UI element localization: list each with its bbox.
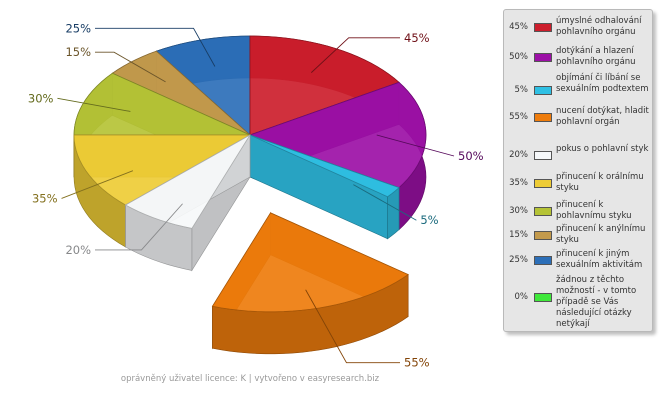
label-leader-line	[95, 27, 216, 67]
slice-percent-label: 5%	[420, 213, 438, 227]
legend-label: přinucení k pohlavnímu styku	[556, 200, 632, 221]
slice-top	[248, 81, 427, 189]
slice-top	[73, 134, 252, 206]
legend-percent: 0%	[514, 292, 529, 302]
label-leader-line	[310, 37, 400, 73]
legend-percent: 20%	[509, 150, 528, 160]
slice-percent-label: 30%	[28, 91, 54, 105]
slice-percent-label: 50%	[458, 149, 484, 163]
legend-percent: 30%	[509, 206, 528, 216]
label-leader-line	[95, 51, 166, 83]
label-leader-line	[353, 184, 417, 221]
slice-top	[111, 50, 251, 136]
pie-slice	[124, 133, 251, 272]
legend-swatch	[534, 256, 552, 265]
slice-top	[124, 134, 251, 229]
label-leader-line	[305, 289, 400, 364]
label-leader-line	[61, 170, 134, 199]
legend-swatch	[534, 151, 552, 160]
legend-swatch	[534, 231, 552, 240]
legend-swatch	[534, 23, 552, 32]
legend-percent: 55%	[509, 112, 528, 122]
pie-slice	[249, 134, 400, 240]
legend: 45% úmyslné odhalování pohlavního orgánu 5…	[503, 9, 653, 332]
legend-percent: 15%	[509, 230, 528, 240]
legend-label: objímání či líbání se sexuálním podtexte…	[556, 73, 649, 94]
slice-top	[211, 212, 409, 313]
pie-slice	[211, 211, 409, 355]
slice-percent-label: 15%	[65, 45, 91, 59]
legend-percent: 45%	[509, 22, 528, 32]
slice-percent-label: 20%	[65, 243, 91, 257]
legend-swatch	[534, 179, 552, 188]
legend-label: dotýkání a hlazení pohlavního orgánu	[556, 46, 636, 67]
legend-percent: 50%	[509, 52, 528, 62]
legend-label: úmyslné odhalování pohlavního orgánu	[556, 16, 642, 37]
footer-credit: oprávněný uživatel licence: K | vytvořen…	[120, 374, 380, 384]
slice-top	[249, 35, 400, 136]
slice-percent-label: 55%	[404, 356, 430, 370]
slice-percent-label: 25%	[65, 21, 91, 35]
legend-label: pokus o pohlavní styk	[556, 144, 649, 154]
legend-label: přinucení k anýlnímu styku	[556, 224, 646, 245]
slice-top	[73, 72, 251, 136]
legend-swatch	[534, 53, 552, 62]
pie-labels: 45% 50% 5% 55% 20% 35% 30% 15% 25%	[28, 21, 484, 369]
legend-swatch	[534, 207, 552, 216]
legend-label: nucení dotýkat, hladit pohlavní orgán	[556, 106, 649, 127]
legend-percent: 5%	[514, 84, 529, 95]
legend-label: žádnou z těchto možností - v tomto přípa…	[556, 275, 637, 329]
legend-swatch	[534, 85, 552, 95]
slice-percent-label: 35%	[32, 191, 58, 205]
legend-label: přinucení k jiným sexuálním aktivitám	[556, 249, 643, 270]
slice-top	[155, 35, 251, 136]
legend-label: přinucení k orálnímu styku	[556, 172, 644, 193]
legend-percent: 25%	[509, 255, 528, 265]
slice-percent-label: 45%	[404, 31, 430, 45]
pie-slices	[73, 35, 427, 355]
label-leader-line	[376, 134, 455, 157]
legend-swatch	[534, 293, 552, 302]
legend-swatch	[534, 113, 552, 122]
slice-top	[249, 134, 400, 198]
label-leader-line	[95, 203, 183, 251]
label-leader-line	[57, 97, 131, 112]
legend-percent: 35%	[509, 178, 528, 188]
